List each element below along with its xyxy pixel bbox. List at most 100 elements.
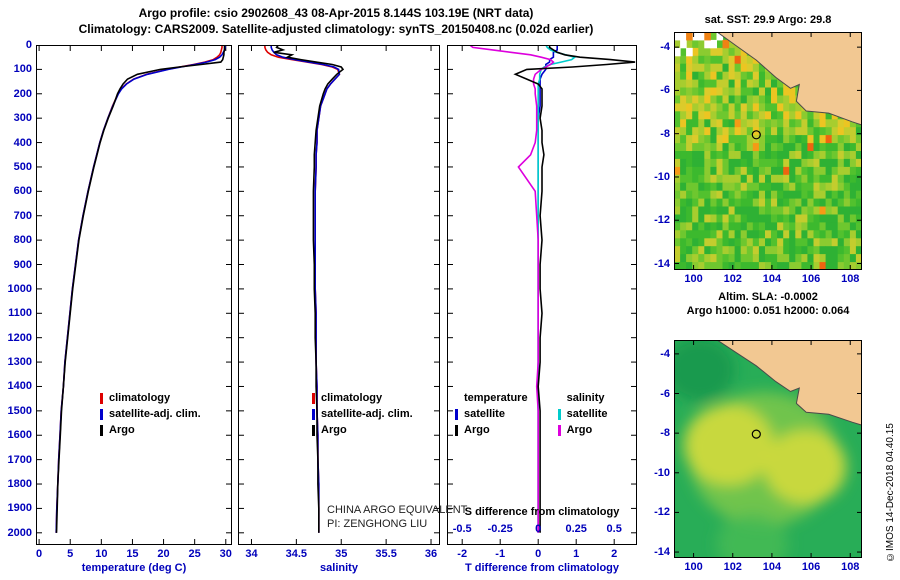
latitude-tick-label: -10: [654, 466, 670, 479]
s-satellite-difference-line: [537, 44, 577, 533]
annotation-line1: CHINA ARGO EQUIVALENT: [327, 504, 468, 516]
longitude-tick-label: 108: [841, 561, 860, 573]
tick-label: 35.5: [375, 548, 397, 560]
depth-tick-label: 200: [13, 87, 32, 100]
longitude-tick-label: 100: [684, 273, 703, 285]
tick-label: -1: [495, 548, 506, 560]
depth-tick-label: 2000: [7, 526, 32, 539]
salinity-plot: [238, 44, 440, 545]
depth-tick-label: 1300: [7, 356, 32, 369]
legend-row-t-satellite: satellite: [455, 406, 528, 422]
legend-row-s-argo: Argo: [557, 422, 608, 438]
legend-label-t-argo: Argo: [464, 424, 490, 436]
s-argo-difference-line: [469, 44, 555, 533]
s-axis-tick-label: -0.5: [452, 523, 472, 535]
latitude-tick-label: -6: [660, 84, 670, 97]
latitude-tick-label: -12: [654, 506, 670, 519]
latitude-tick-label: -8: [660, 127, 670, 140]
sst-map-border: [674, 32, 862, 270]
annotation-line2: PI: ZENGHONG LIU: [327, 518, 428, 530]
longitude-tick-label: 100: [684, 561, 703, 573]
depth-tick-label: 1600: [7, 429, 32, 442]
page-title: Argo profile: csio 2902608_43 08-Apr-201…: [138, 6, 534, 20]
legend-label-argo: Argo: [321, 424, 347, 436]
s-axis-tick-label: 0: [535, 523, 542, 535]
temperature-plot: [36, 44, 232, 545]
latitude-tick-label: -10: [654, 170, 670, 183]
latitude-tick-label: -4: [660, 41, 670, 54]
depth-tick-label: 100: [13, 63, 32, 76]
legend-row-argo: Argo: [100, 422, 201, 438]
argo-line-marker: [312, 424, 315, 436]
depth-tick-label: 1100: [8, 307, 32, 320]
axis-title-salinity: salinity: [320, 562, 358, 574]
sst-map-panel: [674, 31, 863, 271]
depth-tick-label: 1000: [7, 282, 32, 295]
latitude-tick-label: -14: [654, 546, 670, 559]
latitude-tick-label: -8: [660, 427, 670, 440]
longitude-tick-label: 104: [762, 273, 782, 285]
tick-label: 10: [95, 548, 108, 560]
depth-tick-label: 1800: [7, 478, 32, 491]
depth-tick-label: 1500: [7, 404, 32, 417]
s-axis-title: S difference from climatology: [464, 506, 620, 518]
argo-temperature-line: [55, 45, 226, 533]
depth-tick-label: 800: [13, 234, 32, 247]
sla-map: [664, 338, 863, 576]
satellite-adj-line-marker: [312, 408, 315, 420]
tick-label: 34.5: [285, 548, 308, 560]
depth-tick-label: 1200: [7, 331, 32, 344]
axis-title-difference: T difference from climatology: [464, 562, 620, 574]
tick-label: 15: [126, 548, 139, 560]
legend-row-t-argo: Argo: [455, 422, 528, 438]
satellite-adj-clim-temperature-line: [55, 45, 226, 533]
legend-row-argo: Argo: [312, 422, 413, 438]
sst-map-title: sat. SST: 29.9 Argo: 29.8: [704, 14, 832, 26]
latitude-tick-label: -4: [660, 347, 670, 360]
legend-label-s-argo: Argo: [566, 424, 593, 436]
sla-map-border: [674, 340, 862, 558]
longitude-tick-label: 106: [801, 561, 821, 573]
depth-tick-label: 500: [13, 160, 32, 173]
latitude-tick-label: -12: [654, 214, 670, 227]
difference-plot: [447, 44, 637, 545]
temperature-legend: climatology satellite-adj. clim. Argo: [100, 390, 201, 438]
difference-axes-box: [447, 45, 637, 545]
difference-profile-panel: [447, 44, 637, 545]
page-subtitle: Climatology: CARS2009. Satellite-adjuste…: [78, 22, 594, 36]
sla-map-panel: [664, 338, 863, 576]
salinity-axes-box: [238, 45, 440, 545]
tick-label: 30: [219, 548, 232, 560]
depth-tick-label: 300: [13, 112, 32, 125]
axis-title-temperature: temperature (deg C): [81, 562, 187, 574]
longitude-tick-label: 106: [801, 273, 821, 285]
s-argo-line-marker: [557, 424, 561, 436]
s-axis-tick-label: 0.5: [606, 523, 622, 535]
longitude-tick-label: 104: [762, 561, 782, 573]
t-argo-line-marker: [455, 424, 458, 436]
argo-position-marker: [751, 130, 761, 140]
sst-map: [674, 31, 863, 271]
pi-annotation: CHINA ARGO EQUIVALENT PI: ZENGHONG LIU: [327, 503, 467, 531]
depth-tick-label: 1900: [7, 502, 32, 515]
temperature-difference-legend-column: temperature satellite Argo: [455, 390, 528, 438]
latitude-tick-label: -6: [660, 387, 670, 400]
copyright-stamp: ©IMOS 14-Dec-2018 04.40.15: [885, 423, 896, 562]
argo-line-marker: [100, 424, 103, 436]
s-axis-tick-label: 0.25: [565, 523, 587, 535]
tick-label: 35: [335, 548, 348, 560]
tick-label: 0: [36, 548, 43, 560]
legend-label-satellite-adj: satellite-adj. clim.: [109, 408, 201, 420]
s-axis-tick-label: -0.25: [487, 523, 513, 535]
tick-label: 36: [424, 548, 438, 560]
legend-label-climatology: climatology: [321, 392, 383, 404]
legend-row-s-satellite: satellite: [557, 406, 608, 422]
latitude-tick-label: -14: [654, 257, 670, 270]
legend-row-climatology: climatology: [100, 390, 201, 406]
depth-tick-label: 1700: [7, 453, 32, 466]
legend-label-satellite-adj: satellite-adj. clim.: [321, 408, 413, 420]
depth-tick-label: 900: [13, 258, 32, 271]
tick-label: -2: [457, 548, 468, 560]
salinity-legend: climatology satellite-adj. clim. Argo: [312, 390, 413, 438]
